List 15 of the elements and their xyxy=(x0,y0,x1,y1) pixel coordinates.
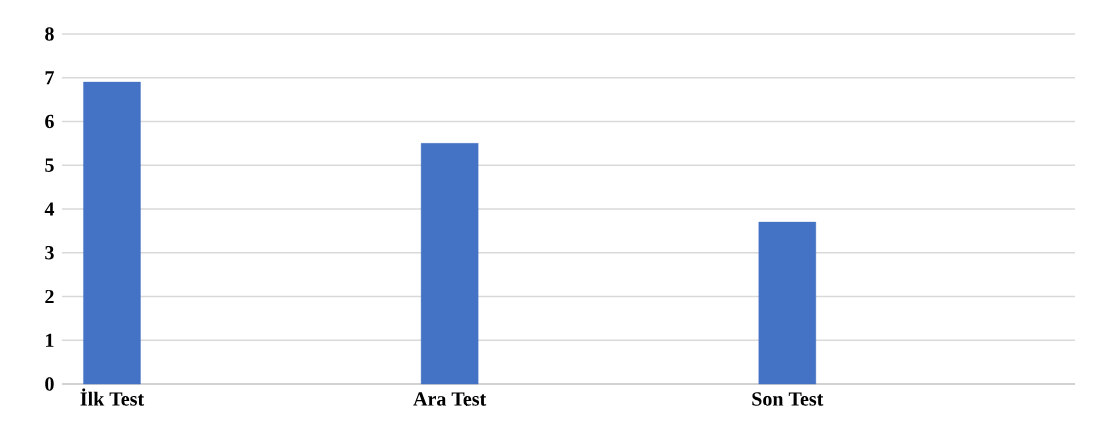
x-tick-label: Son Test xyxy=(752,392,824,406)
y-tick-label: 4 xyxy=(44,202,55,216)
x-tick-label: Ara Test xyxy=(413,392,487,406)
bar xyxy=(420,143,479,385)
y-tick-label: 0 xyxy=(45,377,54,391)
y-tick-label: 5 xyxy=(45,158,54,172)
bar xyxy=(758,221,817,385)
bar xyxy=(83,81,141,385)
y-tick-label: 1 xyxy=(46,333,54,347)
y-tick-label: 6 xyxy=(45,114,54,129)
y-tick-label: 2 xyxy=(45,289,54,304)
y-tick-label: 7 xyxy=(45,71,54,85)
y-tick-label: 3 xyxy=(45,246,54,260)
y-tick-label: 8 xyxy=(45,27,54,41)
x-tick-label: İlk Test xyxy=(80,388,145,406)
